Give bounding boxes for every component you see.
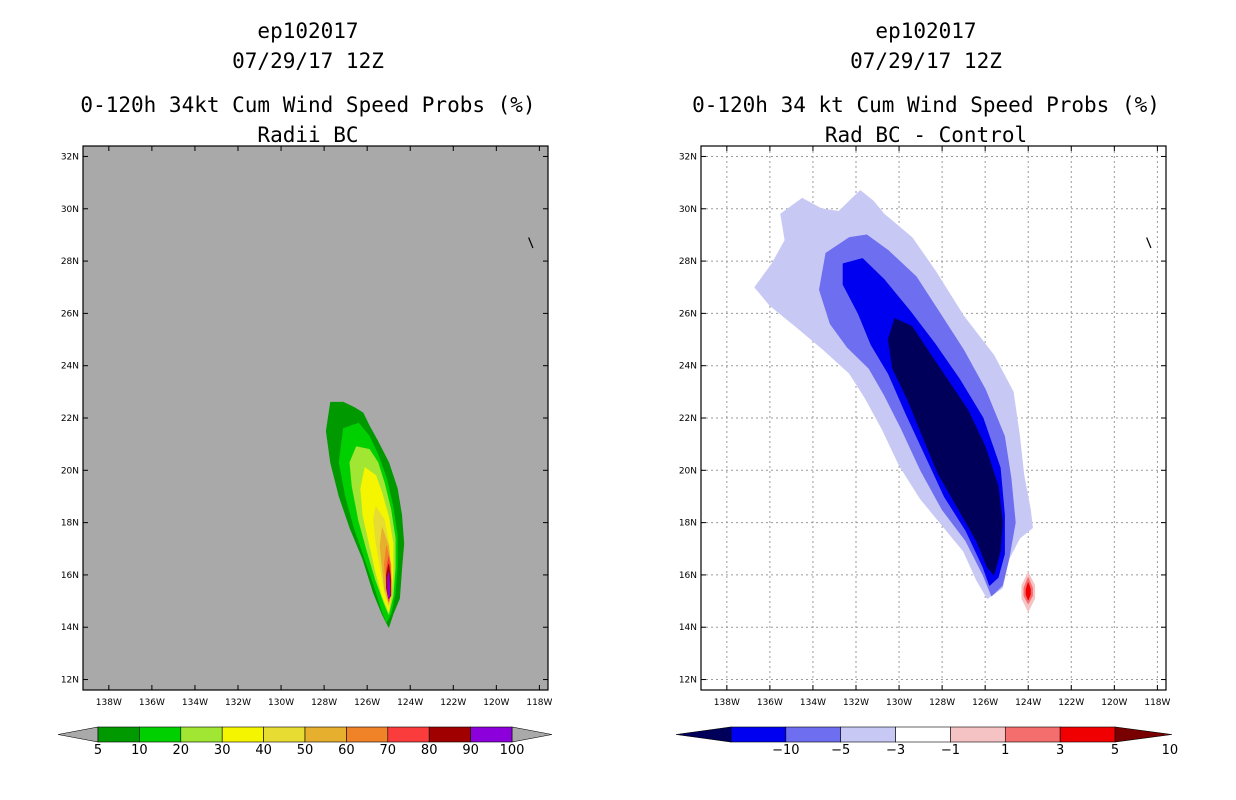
y-tick-label: 14N	[61, 623, 79, 633]
contour-group	[754, 190, 1036, 612]
storm-id: ep102017	[875, 19, 977, 43]
colorbar-label: −1	[941, 743, 960, 758]
x-tick-label: 120W	[483, 698, 509, 708]
x-tick-label: 128W	[311, 698, 337, 708]
colorbar-label: 70	[380, 743, 397, 758]
y-tick-label: 18N	[61, 519, 79, 529]
chart-title: 0-120h 34 kt Cum Wind Speed Probs (%)	[692, 93, 1160, 117]
chart-subtitle: Radii BC	[257, 123, 359, 147]
colorbar-low-arrow	[675, 726, 732, 743]
y-tick-label: 24N	[679, 362, 697, 372]
colorbar-label: −10	[772, 743, 799, 758]
contour-level-90	[387, 571, 391, 599]
x-tick-label: 124W	[397, 698, 423, 708]
colorbar: 5 10 20 30 40 50 60 70 80 90 100	[57, 726, 553, 758]
y-tick-label: 20N	[679, 466, 697, 476]
y-tick-label: 12N	[679, 676, 697, 686]
y-tick-label: 30N	[679, 205, 697, 215]
y-tick-label: 30N	[61, 205, 79, 215]
y-tick-label: 22N	[679, 414, 697, 424]
colorbar-label: 40	[255, 743, 272, 758]
x-tick-label: 126W	[354, 698, 380, 708]
colorbar-label: −3	[886, 743, 905, 758]
x-tick-label: 130W	[268, 698, 294, 708]
x-tick-label: 132W	[225, 698, 251, 708]
colorbar-label: 80	[421, 743, 438, 758]
x-tick-label: 122W	[1058, 698, 1084, 708]
x-tick-label: 138W	[714, 698, 740, 708]
right-panel-title: ep102017 07/29/17 12Z 0-120h 34 kt Cum W…	[676, 16, 1176, 150]
left-panel-title: ep102017 07/29/17 12Z 0-120h 34kt Cum Wi…	[58, 16, 558, 150]
x-tick-label: 122W	[440, 698, 466, 708]
date-label: 07/29/17 12Z	[232, 49, 384, 73]
y-tick-label: 14N	[679, 623, 697, 633]
x-tick-label: 120W	[1101, 698, 1127, 708]
y-tick-label: 32N	[679, 152, 697, 162]
y-tick-label: 28N	[679, 257, 697, 267]
colorbar-label: 10	[1162, 743, 1179, 758]
y-tick-label: 22N	[61, 414, 79, 424]
colorbar-label: 90	[462, 743, 479, 758]
colorbar-label: 30	[214, 743, 231, 758]
colorbar-label: 20	[173, 743, 190, 758]
contour-level-5	[1025, 582, 1031, 601]
colorbar-high-arrow	[1114, 726, 1173, 743]
x-tick-label: 130W	[886, 698, 912, 708]
x-tick-label: 132W	[843, 698, 869, 708]
chart-subtitle: Rad BC - Control	[824, 123, 1028, 147]
colorbar-swatch	[950, 726, 1006, 743]
colorbar-swatch	[1059, 726, 1116, 743]
plot-background	[83, 146, 548, 690]
colorbar-label: 3	[1056, 743, 1064, 758]
x-tick-label: 134W	[182, 698, 208, 708]
y-tick-label: 24N	[61, 362, 79, 372]
y-tick-label: 12N	[61, 676, 79, 686]
colorbar-swatch	[785, 726, 842, 743]
island-coastline	[1146, 237, 1152, 249]
x-tick-label: 138W	[96, 698, 122, 708]
colorbar-swatch	[730, 726, 787, 743]
colorbar: −10 −5 −3 −1 1 3 5 10	[675, 726, 1179, 758]
contour-group	[325, 401, 405, 628]
storm-id: ep102017	[257, 19, 359, 43]
date-label: 07/29/17 12Z	[850, 49, 1002, 73]
y-tick-label: 32N	[61, 152, 79, 162]
y-tick-label: 20N	[61, 466, 79, 476]
colorbar-label: 10	[131, 743, 148, 758]
colorbar-label: 5	[94, 743, 102, 758]
y-tick-label: 16N	[679, 571, 697, 581]
colorbar-label: 1	[1001, 743, 1009, 758]
colorbar-swatch	[1004, 726, 1061, 743]
colorbar-label: 50	[297, 743, 314, 758]
x-tick-label: 134W	[800, 698, 826, 708]
y-tick-label: 28N	[61, 257, 79, 267]
contour-level--10	[887, 318, 1003, 576]
colorbar-label: 60	[338, 743, 355, 758]
colorbar-swatch	[895, 726, 951, 743]
y-tick-label: 26N	[679, 309, 697, 319]
island-coastline	[528, 237, 534, 249]
x-tick-label: 136W	[757, 698, 783, 708]
colorbar-label: 5	[1111, 743, 1119, 758]
x-tick-label: 128W	[929, 698, 955, 708]
chart-title: 0-120h 34kt Cum Wind Speed Probs (%)	[80, 93, 536, 117]
x-tick-label: 126W	[972, 698, 998, 708]
y-tick-label: 26N	[61, 309, 79, 319]
colorbar-swatch	[470, 726, 513, 743]
y-tick-label: 16N	[61, 571, 79, 581]
x-tick-label: 136W	[139, 698, 165, 708]
x-tick-label: 124W	[1015, 698, 1041, 708]
colorbar-label: 100	[500, 743, 525, 758]
colorbar-label: −5	[831, 743, 850, 758]
y-tick-label: 18N	[679, 519, 697, 529]
colorbar-swatch	[840, 726, 896, 743]
x-tick-label: 118W	[526, 698, 552, 708]
x-tick-label: 118W	[1144, 698, 1170, 708]
